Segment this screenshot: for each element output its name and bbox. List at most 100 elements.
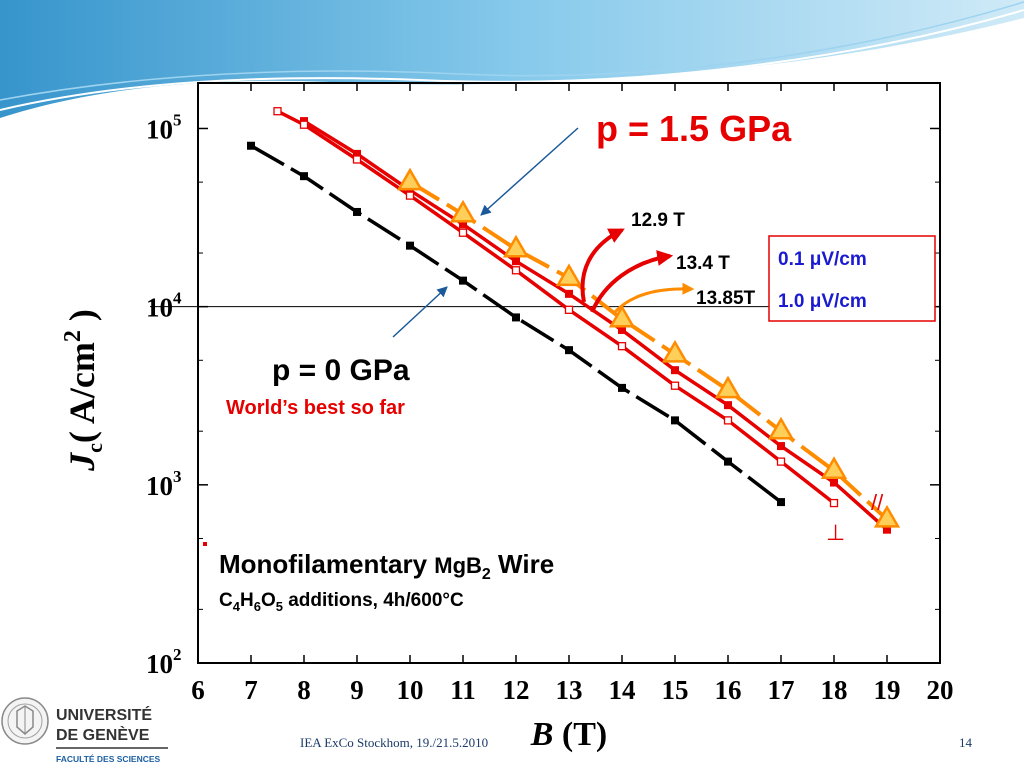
data-point	[829, 498, 839, 508]
x-axis-title: B (T)	[530, 716, 608, 753]
annotation-perpendicular: ⊥	[826, 520, 845, 545]
crest-icon	[1, 697, 49, 745]
data-point	[273, 107, 282, 116]
data-point	[883, 525, 891, 534]
series-layer	[247, 107, 901, 534]
data-point	[618, 383, 626, 392]
comp-c: C	[219, 590, 233, 611]
comp-rest: additions, 4h/600°C	[283, 590, 464, 611]
y-tick-exp: 2	[173, 645, 182, 664]
data-point	[714, 375, 742, 399]
y-axis-title-unit: ( A/cm	[62, 342, 102, 443]
data-point	[299, 120, 309, 129]
data-point	[820, 456, 848, 479]
annotation-12-9T: 12.9 T	[631, 210, 685, 231]
series-line	[276, 109, 836, 505]
y-tick-base: 10	[146, 293, 173, 323]
data-point	[459, 276, 467, 285]
data-point	[671, 366, 679, 375]
x-tick-label: 11	[450, 675, 476, 705]
arrow-12-9T	[580, 228, 625, 303]
legend-item-1-0: 1.0 μV/cm	[778, 291, 867, 312]
data-point	[777, 498, 785, 507]
annotation-parallel: //	[871, 490, 884, 515]
annotation-world-best: World’s best so far	[226, 397, 405, 419]
y-axis-title-close: )	[62, 309, 102, 330]
data-point	[724, 401, 732, 410]
annotation-p15: p = 1.5 GPa	[596, 108, 792, 149]
edge-mark	[203, 542, 207, 546]
comp-s1: 4	[233, 599, 241, 614]
x-tick-label: 19	[874, 675, 901, 705]
x-axis-title-unit: (T)	[553, 716, 607, 753]
y-tick-label: 103	[146, 467, 182, 501]
y-tick-base: 10	[146, 114, 173, 144]
y-axis-title: Jc( A/cm2 )	[60, 309, 107, 472]
data-point	[353, 149, 361, 158]
data-point	[670, 381, 680, 390]
data-point	[353, 207, 361, 216]
data-point	[405, 191, 415, 200]
series-0	[247, 141, 785, 507]
data-point	[300, 172, 308, 181]
y-tick-exp: 5	[173, 110, 182, 129]
data-point	[512, 313, 520, 322]
x-tick-label: 9	[350, 675, 364, 705]
data-point	[767, 416, 795, 440]
data-point	[511, 266, 521, 275]
data-point	[555, 263, 583, 287]
data-point	[723, 416, 733, 425]
x-tick-label: 18	[821, 675, 848, 705]
caption-wire-sub: 2	[482, 566, 491, 583]
data-point	[777, 442, 785, 451]
footer-page-number: 14	[959, 735, 973, 750]
series-2	[273, 107, 839, 508]
x-tick-label: 7	[244, 675, 258, 705]
x-tick-label: 12	[503, 675, 530, 705]
data-point	[352, 155, 362, 164]
series-line	[408, 180, 889, 521]
y-tick-exp: 4	[173, 289, 182, 308]
y-tick-base: 10	[146, 649, 173, 679]
x-tick-label: 14	[609, 675, 636, 705]
y-tick-label: 104	[146, 289, 182, 323]
comp-s3: 5	[276, 599, 283, 614]
y-tick-label: 102	[146, 645, 182, 679]
data-point	[608, 304, 636, 328]
legend-box	[768, 235, 936, 322]
y-axis-title-exp: 2	[60, 330, 86, 342]
data-point	[565, 289, 573, 298]
data-point	[671, 416, 679, 425]
header-wave	[0, 0, 1024, 118]
series-3	[396, 167, 901, 528]
arrow-p0	[392, 286, 448, 338]
x-tick-label: 8	[297, 675, 311, 705]
legend-item-0-1: 0.1 μV/cm	[778, 249, 867, 270]
data-point	[564, 305, 574, 314]
data-point	[617, 342, 627, 351]
data-point	[406, 241, 414, 250]
data-point	[565, 346, 573, 355]
x-tick-label: 6	[191, 675, 205, 705]
data-point	[776, 457, 786, 466]
y-axis-title-symbol: J	[62, 452, 102, 472]
legend: 0.1 μV/cm 1.0 μV/cm	[768, 235, 936, 322]
x-tick-label: 10	[397, 675, 424, 705]
annotation-13-85T: 13.85T	[696, 288, 756, 309]
arrow-13-4T	[590, 250, 674, 313]
x-tick-label: 16	[715, 675, 742, 705]
caption-wire-b: MgB	[434, 553, 482, 578]
footer-conference: IEA ExCo Stockhom, 19./21.5.2010	[300, 735, 488, 750]
x-tick-label: 15	[662, 675, 689, 705]
arrow-p15	[480, 127, 579, 216]
data-point	[502, 234, 530, 258]
data-point	[396, 167, 424, 191]
y-tick-label: 105	[146, 110, 182, 144]
caption-wire-a: Monofilamentary	[219, 549, 434, 579]
caption-wire-c: Wire	[491, 549, 554, 579]
x-tick-label: 20	[927, 675, 954, 705]
caption-wire: Monofilamentary MgB2 Wire	[219, 549, 554, 583]
caption-composition: C4H6O5 additions, 4h/600°C	[219, 590, 464, 614]
